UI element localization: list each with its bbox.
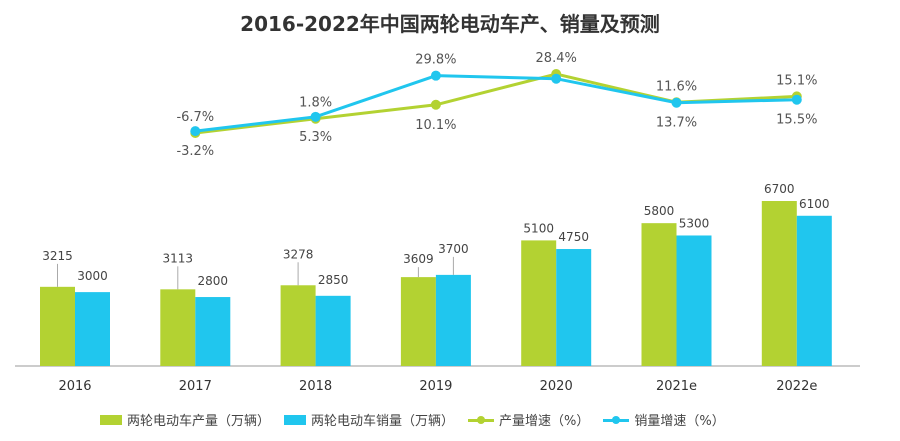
bar-sales bbox=[75, 292, 110, 366]
legend-label: 销量增速（%） bbox=[634, 414, 725, 429]
bar-sales bbox=[796, 215, 832, 366]
bar-production bbox=[641, 223, 677, 366]
data-label-sales: 5300 bbox=[679, 216, 710, 230]
legend-line-marker bbox=[603, 415, 630, 425]
point-sales-growth bbox=[671, 97, 682, 108]
data-label-production: 3609 bbox=[403, 252, 434, 266]
chart-title: 2016-2022年中国两轮电动车产、销量及预测 bbox=[240, 12, 660, 36]
legend-line-marker bbox=[468, 415, 495, 425]
bar-sales bbox=[676, 235, 712, 366]
data-label-production-growth: 28.4% bbox=[536, 51, 577, 66]
legend-swatch bbox=[284, 414, 307, 425]
bar-production bbox=[40, 286, 75, 366]
data-label-sales-growth: -3.2% bbox=[176, 144, 214, 159]
data-label-sales: 2800 bbox=[198, 274, 229, 288]
bar-sales bbox=[195, 297, 231, 366]
legend-item-sales: 两轮电动车销量（万辆） bbox=[284, 410, 454, 429]
legend-swatch bbox=[100, 414, 122, 425]
data-label-sales-growth: 13.7% bbox=[656, 116, 697, 131]
x-tick-label: 2016 bbox=[58, 379, 91, 394]
data-label-production-growth: 11.6% bbox=[656, 79, 697, 94]
data-label-sales-growth: 5.3% bbox=[299, 130, 332, 145]
x-tick-label: 2018 bbox=[299, 379, 332, 394]
data-label-sales: 4750 bbox=[558, 230, 589, 244]
bar-sales bbox=[435, 274, 471, 366]
x-tick-label: 2019 bbox=[419, 379, 452, 394]
line-sales-growth bbox=[195, 74, 797, 133]
data-label-sales-growth: 15.5% bbox=[776, 113, 817, 128]
point-sales-growth bbox=[430, 70, 441, 81]
legend-label: 两轮电动车销量（万辆） bbox=[311, 414, 455, 429]
point-sales-growth bbox=[791, 94, 802, 105]
point-production-growth bbox=[430, 99, 441, 110]
x-tick-label: 2020 bbox=[540, 379, 573, 394]
legend-label: 产量增速（%） bbox=[499, 414, 590, 429]
point-sales-growth bbox=[190, 126, 201, 137]
data-label-sales: 2850 bbox=[318, 273, 349, 287]
x-tick-label: 2017 bbox=[179, 379, 212, 394]
data-label-sales-growth: 29.8% bbox=[415, 53, 456, 68]
data-label-production-growth: 15.1% bbox=[776, 73, 817, 88]
point-sales-growth bbox=[551, 73, 562, 84]
x-tick-label: 2021e bbox=[656, 379, 697, 394]
point-sales-growth bbox=[310, 111, 321, 122]
data-label-sales: 3000 bbox=[77, 269, 108, 283]
data-label-production-growth: -6.7% bbox=[176, 110, 214, 125]
bar-production bbox=[761, 201, 797, 366]
data-label-sales: 3700 bbox=[438, 242, 469, 256]
bar-production bbox=[400, 277, 436, 366]
data-label-production: 5800 bbox=[644, 204, 675, 218]
bar-production bbox=[521, 240, 557, 366]
legend-label: 两轮电动车产量（万辆） bbox=[127, 414, 271, 429]
bar-sales bbox=[315, 295, 351, 366]
data-label-production: 3215 bbox=[42, 249, 73, 263]
data-label-production-growth: 10.1% bbox=[415, 118, 456, 133]
data-label-production: 3113 bbox=[163, 251, 194, 265]
x-tick-label: 2022e bbox=[776, 379, 817, 394]
bar-production bbox=[160, 289, 196, 366]
data-label-production: 3278 bbox=[283, 247, 314, 261]
line-production-growth bbox=[195, 72, 797, 135]
data-label-production: 5100 bbox=[523, 221, 554, 235]
data-label-sales: 6100 bbox=[799, 197, 830, 211]
legend-item-production-growth: 产量增速（%） bbox=[468, 410, 589, 429]
data-label-production-growth: 1.8% bbox=[299, 96, 332, 111]
legend-item-production: 两轮电动车产量（万辆） bbox=[100, 410, 270, 429]
bar-sales bbox=[556, 249, 592, 366]
legend-item-sales-growth: 销量增速（%） bbox=[603, 410, 725, 429]
bar-production bbox=[280, 285, 316, 366]
legend: 两轮电动车产量（万辆） 两轮电动车销量（万辆） 产量增速（%） 销量增速（%） bbox=[100, 410, 725, 429]
data-label-production: 6700 bbox=[764, 182, 795, 196]
